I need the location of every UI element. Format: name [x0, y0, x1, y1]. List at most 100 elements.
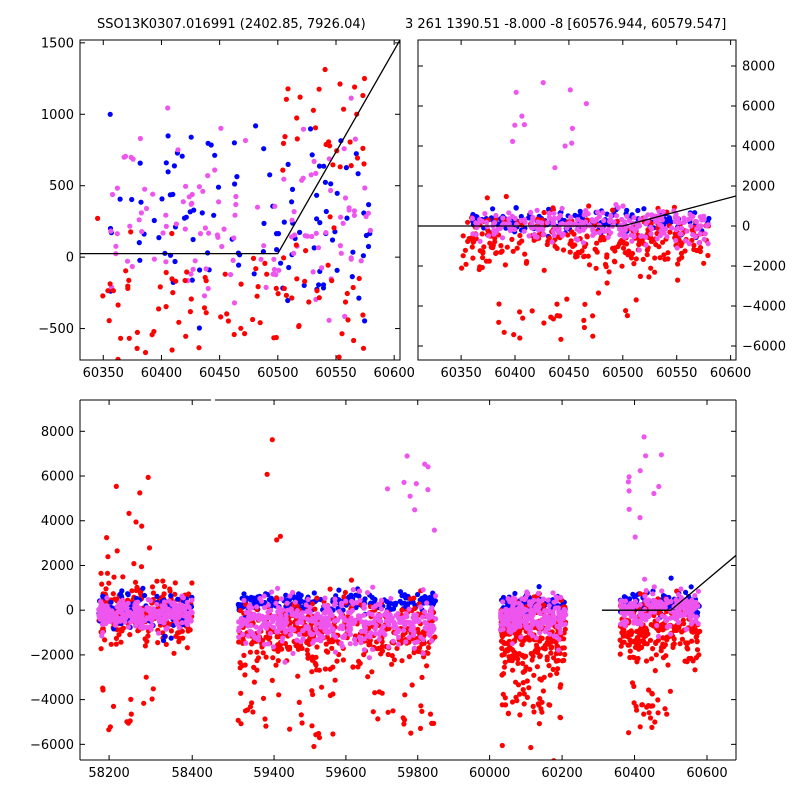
chart-bottom-seg2-point-1-203: [561, 636, 567, 642]
chart-bottom-seg1-point-3-29: [242, 708, 249, 714]
chart-bottom-seg2-point-5-151: [632, 640, 639, 646]
chart-bottom-seg1-point-2-161: [313, 621, 320, 627]
chart-bottom-seg2-point-1-200: [544, 657, 550, 663]
chart-top-left-point-2-72: [310, 383, 315, 388]
chart-bottom-seg0-point-2-255: [121, 604, 127, 610]
chart-bottom-seg0-point-2-114: [149, 622, 155, 628]
chart-bottom-seg2-point-6-116: [638, 611, 644, 617]
chart-bottom-seg0-point-2-190: [189, 597, 195, 603]
chart-bottom-seg1-point-1-262: [312, 606, 318, 612]
chart-top-left-point-2-69: [163, 304, 169, 310]
chart-top-right-point-2-159: [615, 205, 621, 211]
chart-top-left-point-1-73: [342, 195, 349, 201]
chart-bottom-seg2-point-0-12: [536, 584, 542, 590]
chart-bottom-seg1-point-2-332: [305, 596, 311, 603]
chart-top-left-point-0-31: [314, 216, 320, 222]
chart-bottom-seg2-point-2-219: [523, 620, 530, 627]
chart-bottom-seg0-point-2-221: [97, 614, 104, 620]
chart-bottom-seg1-point-2-321: [361, 647, 367, 653]
chart-bottom-seg1-points: [235, 437, 439, 750]
chart-bottom-seg2-point-2-171: [500, 619, 506, 626]
chart-top-left-point-2-75: [134, 329, 140, 335]
chart-bottom-seg2-point-5-113: [665, 662, 671, 668]
chart-top-right-point-1-95: [661, 252, 667, 258]
chart-bottom-seg2-point-5-41: [653, 652, 659, 658]
chart-bottom-seg1-point-2-101: [347, 641, 353, 647]
chart-top-left-point-2-0: [344, 290, 350, 297]
chart-bottom-seg1-point-1-383: [432, 634, 438, 640]
chart-top-left-point-2-20: [254, 293, 260, 299]
chart-bottom-seg1-point-2-380: [347, 631, 353, 638]
chart-bottom-seg2-point-6-112: [655, 633, 662, 639]
chart-top-left-point-2-58: [105, 288, 111, 294]
chart-bottom-seg1-point-2-224: [284, 600, 290, 606]
chart-top-left-point-1-15: [291, 250, 297, 256]
chart-bottom-seg0-point-0-31: [106, 580, 112, 586]
chart-bottom-seg1-xtick-label: 59400: [253, 766, 294, 781]
chart-bottom-seg1-point-2-10: [288, 632, 294, 638]
chart-bottom-seg1-point-2-339: [355, 613, 362, 619]
chart-top-right-point-1-139: [625, 252, 631, 258]
chart-bottom-seg2-point-5-195: [645, 631, 651, 637]
chart-bottom-seg2-point-2-181: [556, 623, 562, 630]
chart-top-right-point-2-200: [622, 234, 628, 240]
chart-top-right-point-1-88: [552, 243, 558, 249]
chart-bottom-seg0-point-2-244: [179, 593, 185, 599]
chart-bottom-seg0-point-3-2: [104, 535, 110, 541]
chart-bottom-seg2-point-2-227: [542, 613, 548, 619]
chart-bottom-seg2-point-1-74: [559, 658, 566, 664]
chart-bottom-seg0-point-4-8: [143, 674, 149, 680]
chart-bottom-seg2-point-8-10: [637, 724, 643, 730]
chart-bottom-seg1-point-1-180: [323, 641, 329, 647]
chart-bottom-seg2-point-1-108: [504, 647, 510, 653]
chart-bottom-seg2-point-5-40: [647, 637, 654, 643]
chart-top-right-point-2-232: [673, 211, 679, 217]
chart-bottom-seg2-point-2-165: [537, 598, 543, 604]
chart-bottom-seg0-point-0-80: [161, 583, 168, 590]
chart-top-left-point-1-34: [358, 258, 364, 264]
chart-top-left-point-1-52: [352, 136, 358, 142]
chart-top-right-point-1-246: [652, 269, 658, 275]
chart-top-right-ytick-label: 6000: [742, 100, 775, 115]
chart-top-right-point-2-169: [530, 214, 536, 220]
chart-bottom-seg0-point-3-12: [139, 523, 145, 529]
chart-bottom-ytick-label: −6000: [30, 738, 74, 753]
chart-bottom-seg1-point-2-254: [313, 612, 319, 618]
chart-top-right-point-4-9: [590, 313, 596, 319]
chart-bottom-seg2-point-6-170: [648, 608, 654, 614]
chart-top-right-point-1-261: [604, 254, 610, 260]
chart-bottom-seg0-point-3-8: [131, 561, 137, 567]
chart-bottom-seg1-point-2-281: [278, 596, 285, 602]
chart-top-left-point-2-59: [302, 278, 308, 284]
chart-bottom-seg2-point-1-149: [528, 650, 534, 657]
chart-bottom-seg2-point-3-20: [521, 654, 528, 660]
chart-top-left-point-0-48: [137, 160, 143, 166]
chart-top-right-point-2-242: [590, 226, 596, 232]
chart-bottom-seg1-point-2-390: [345, 627, 351, 634]
chart-top-left-point-0-9: [334, 267, 340, 273]
chart-bottom-seg2-point-3-28: [528, 744, 534, 751]
chart-top-left-point-3-4: [352, 84, 358, 90]
chart-top-left-point-2-13: [169, 347, 175, 353]
chart-top-left-point-1-75: [367, 227, 373, 233]
chart-bottom-seg1-point-2-56: [296, 631, 302, 638]
chart-bottom-seg1-point-2-273: [365, 633, 371, 639]
chart-top-right-point-2-121: [573, 221, 579, 227]
chart-bottom-seg2-xtick-label: 60600: [686, 766, 727, 781]
chart-bottom-seg2-point-6-169: [625, 603, 632, 609]
chart-bottom-seg0-point-1-12: [168, 635, 174, 641]
chart-top-right-point-2-75: [600, 210, 606, 216]
chart-top-left-point-2-57: [173, 278, 179, 284]
chart-top-right-point-1-201: [514, 245, 520, 251]
chart-bottom-seg1-point-1-374: [275, 634, 281, 640]
chart-bottom-seg2-point-5-150: [671, 636, 677, 642]
chart-bottom-seg1-point-1-387: [312, 660, 318, 666]
chart-bottom-seg2-point-1-187: [538, 677, 545, 683]
chart-bottom-seg0-point-0-159: [149, 584, 156, 590]
chart-bottom-seg0-point-2-228: [133, 604, 139, 610]
chart-top-left-point-0-13: [165, 169, 171, 175]
chart-bottom-seg1-point-1-159: [369, 669, 375, 675]
chart-bottom-seg0-point-4-9: [125, 720, 131, 726]
chart-top-left-point-1-27: [276, 267, 282, 273]
chart-bottom-seg0-point-0-170: [155, 640, 161, 646]
